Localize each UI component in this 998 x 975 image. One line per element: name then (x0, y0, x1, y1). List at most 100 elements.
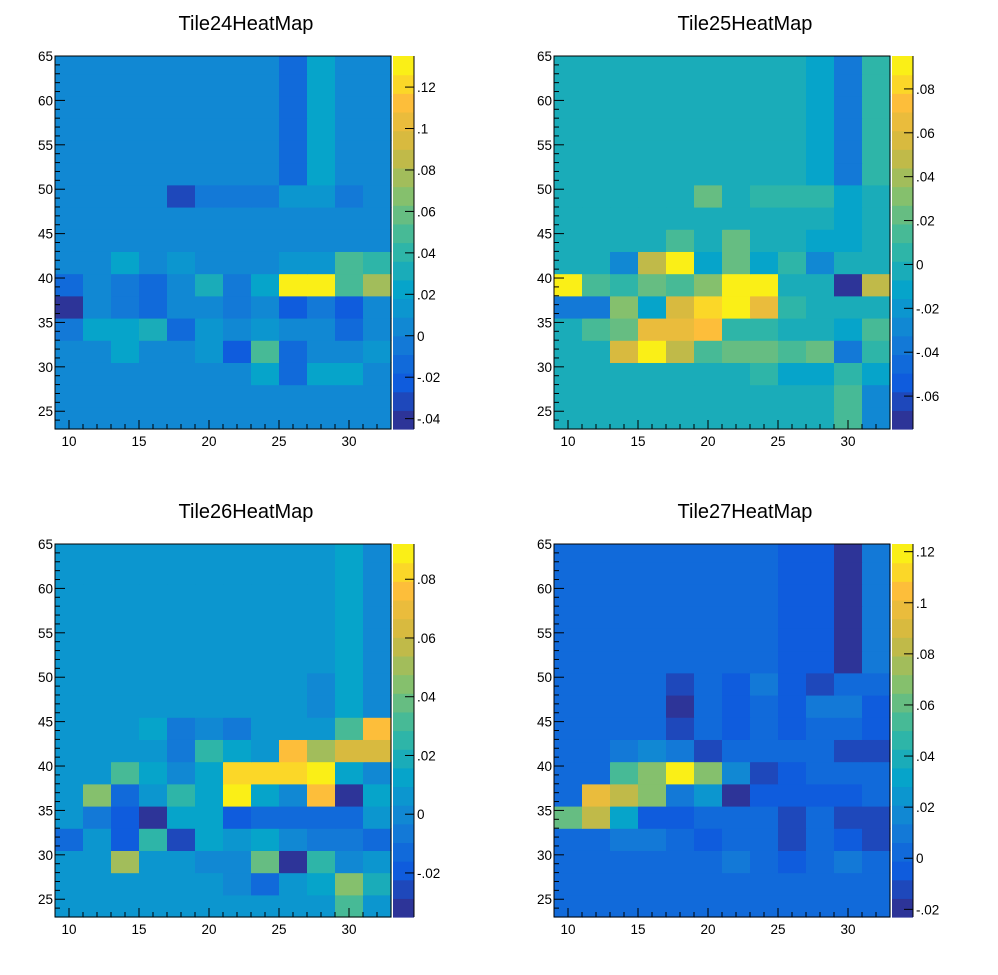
heatmap-cell (806, 850, 835, 874)
heatmap-cell (279, 56, 308, 75)
heatmap-cell (279, 805, 308, 829)
heatmap-cell (83, 717, 112, 740)
heatmap-cell (554, 606, 583, 629)
heatmap-cell (778, 872, 807, 896)
color-scale-segment (393, 823, 414, 843)
heatmap-cell (195, 761, 224, 785)
heatmap-cell (554, 73, 583, 97)
heatmap-cell (335, 340, 364, 363)
heatmap-cell (610, 56, 639, 75)
heatmap-cell (363, 561, 392, 585)
heatmap-cell (111, 73, 140, 97)
heatmap-cell (83, 805, 112, 829)
heatmap-cell (223, 894, 252, 918)
y-axis: 25 30 35 40 45 50 55 60 65 (38, 49, 65, 430)
heatmap-cell (139, 628, 168, 652)
heatmap-cell (307, 717, 336, 740)
color-scale-segment (892, 205, 913, 225)
heatmap-cell (111, 56, 140, 75)
heatmap-cell (167, 229, 196, 252)
heatmap-cell (335, 73, 364, 97)
heatmap-cell (610, 544, 639, 563)
color-scale-segment (892, 186, 913, 206)
heatmap-cell (279, 206, 308, 230)
heatmap-cell (167, 561, 196, 585)
heatmap-cell (834, 140, 863, 164)
heatmap-cell (335, 384, 364, 408)
heatmap-cell (307, 583, 336, 607)
heatmap-cell (55, 206, 84, 230)
heatmap-cell (111, 140, 140, 164)
heatmap-cell (55, 95, 84, 119)
heatmap-cell (139, 118, 168, 141)
heatmap-cell (111, 761, 140, 785)
heatmap-cell (195, 162, 224, 186)
color-scale-segment (393, 637, 414, 657)
heatmap-cell (638, 118, 667, 141)
heatmap-cell (722, 672, 751, 696)
heatmap-cell (223, 628, 252, 652)
heatmap-cell (554, 561, 583, 585)
heatmap-cell (307, 206, 336, 230)
heatmap-cell (806, 628, 835, 652)
heatmap-cell (834, 544, 863, 563)
heatmap-cell (139, 56, 168, 75)
heatmap-cell (638, 362, 667, 386)
heatmap-cell (834, 717, 863, 740)
heatmap-cell (363, 162, 392, 186)
heatmap-cell (722, 850, 751, 874)
y-tick-label: 45 (537, 715, 552, 730)
heatmap-cell (722, 184, 751, 208)
color-scale: -.02 0 .02 .04 .06 .08 .1 .12 (892, 544, 939, 918)
heatmap-cell (666, 544, 695, 563)
heatmap-cell (111, 628, 140, 652)
heatmap-cell (862, 206, 891, 230)
heatmap-cell (363, 694, 392, 718)
heatmap-cell (666, 273, 695, 297)
heatmap-cell (167, 362, 196, 386)
x-axis: 10 15 20 25 30 (553, 420, 891, 449)
heatmap-cell (834, 229, 863, 252)
color-scale-label: -.02 (916, 902, 939, 917)
heatmap-cell (139, 544, 168, 563)
heatmap-cell (862, 894, 891, 918)
heatmap-cell (862, 118, 891, 141)
heatmap-cell (582, 140, 611, 164)
color-scale-label: .04 (916, 170, 935, 185)
heatmap-cell (167, 73, 196, 97)
heatmap-cell (251, 229, 280, 252)
heatmap-cell (139, 340, 168, 363)
heatmap-cell (251, 805, 280, 829)
heatmap-cell (139, 561, 168, 585)
heatmap-cell (55, 273, 84, 297)
heatmap-cell (279, 273, 308, 297)
heatmap-cell (582, 56, 611, 75)
y-axis: 25 30 35 40 45 50 55 60 65 (537, 49, 564, 430)
heatmap-cell (666, 561, 695, 585)
heatmap-cell (694, 206, 723, 230)
heatmap-cell (554, 206, 583, 230)
heatmap-cell (834, 828, 863, 851)
heatmap-cell (223, 56, 252, 75)
heatmap-cell (307, 561, 336, 585)
heatmap-cell (610, 95, 639, 119)
heatmap-cell (582, 95, 611, 119)
heatmap-cell (139, 650, 168, 674)
heatmap-cell (83, 317, 112, 341)
heatmap-cell (55, 583, 84, 607)
heatmap-cell (139, 362, 168, 386)
heatmap-cell (554, 717, 583, 740)
heatmap-cell (363, 206, 392, 230)
heatmap-cell (638, 761, 667, 785)
heatmap-cell (251, 162, 280, 186)
heatmap-cell (111, 206, 140, 230)
heatmap-cell (83, 118, 112, 141)
color-scale-segment (892, 298, 913, 318)
heatmap-cell (195, 118, 224, 141)
heatmap-cell (307, 95, 336, 119)
heatmap-cell (139, 739, 168, 763)
color-scale-label: .06 (417, 631, 436, 646)
heatmap-cell (666, 340, 695, 363)
color-scale-segment (393, 898, 414, 918)
heatmap-cell (638, 95, 667, 119)
